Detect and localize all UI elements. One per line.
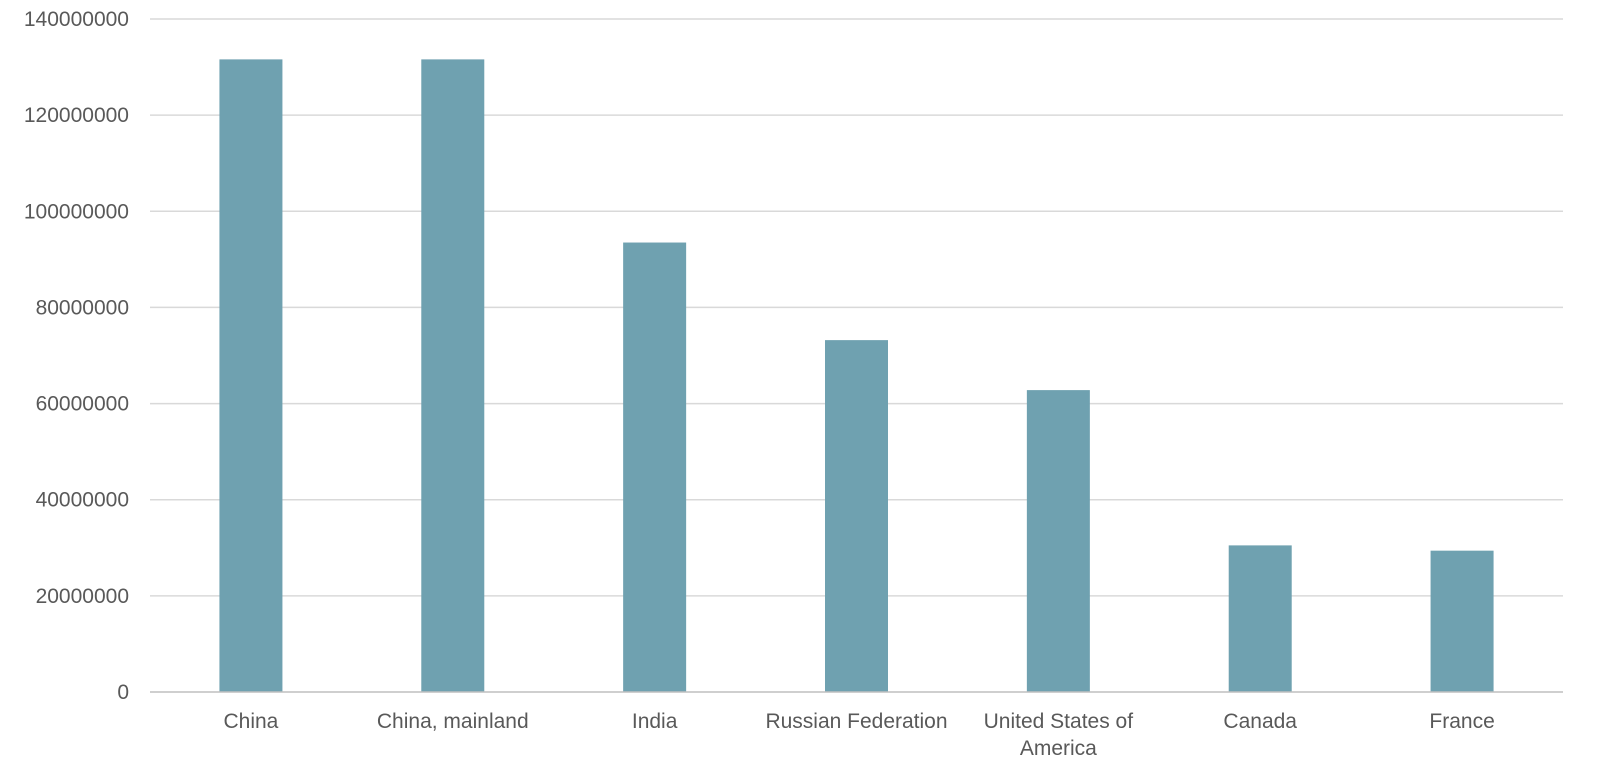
- bar-3: [825, 340, 888, 692]
- y-tick-label: 20000000: [36, 585, 129, 608]
- x-category-label: Canada: [1223, 710, 1297, 733]
- y-axis-ticks: 0 20000000 40000000 60000000 80000000 1000000…: [24, 8, 129, 704]
- x-category-label: France: [1429, 710, 1494, 733]
- bar-1: [421, 59, 485, 692]
- bar-2: [623, 242, 687, 692]
- y-tick-label: 60000000: [36, 393, 129, 416]
- bar-6: [1430, 550, 1494, 692]
- y-tick-label: 0: [117, 681, 129, 704]
- x-category-label: China, mainland: [377, 710, 529, 733]
- bar-4: [1026, 390, 1090, 692]
- bars: [219, 59, 1494, 692]
- y-tick-label: 140000000: [24, 8, 129, 31]
- x-category-label: United States of America: [984, 710, 1134, 760]
- y-tick-label: 80000000: [36, 296, 129, 319]
- bar-5: [1228, 545, 1292, 692]
- x-category-label: China: [223, 710, 278, 733]
- x-category-label: India: [632, 710, 678, 733]
- y-tick-label: 40000000: [36, 489, 129, 512]
- y-tick-label: 120000000: [24, 104, 129, 127]
- y-tick-label: 100000000: [24, 200, 129, 223]
- bar-0: [219, 59, 283, 692]
- x-axis-labels: China China, mainland India Russian Federat…: [223, 710, 1494, 760]
- x-category-label: Russian Federation: [765, 710, 947, 733]
